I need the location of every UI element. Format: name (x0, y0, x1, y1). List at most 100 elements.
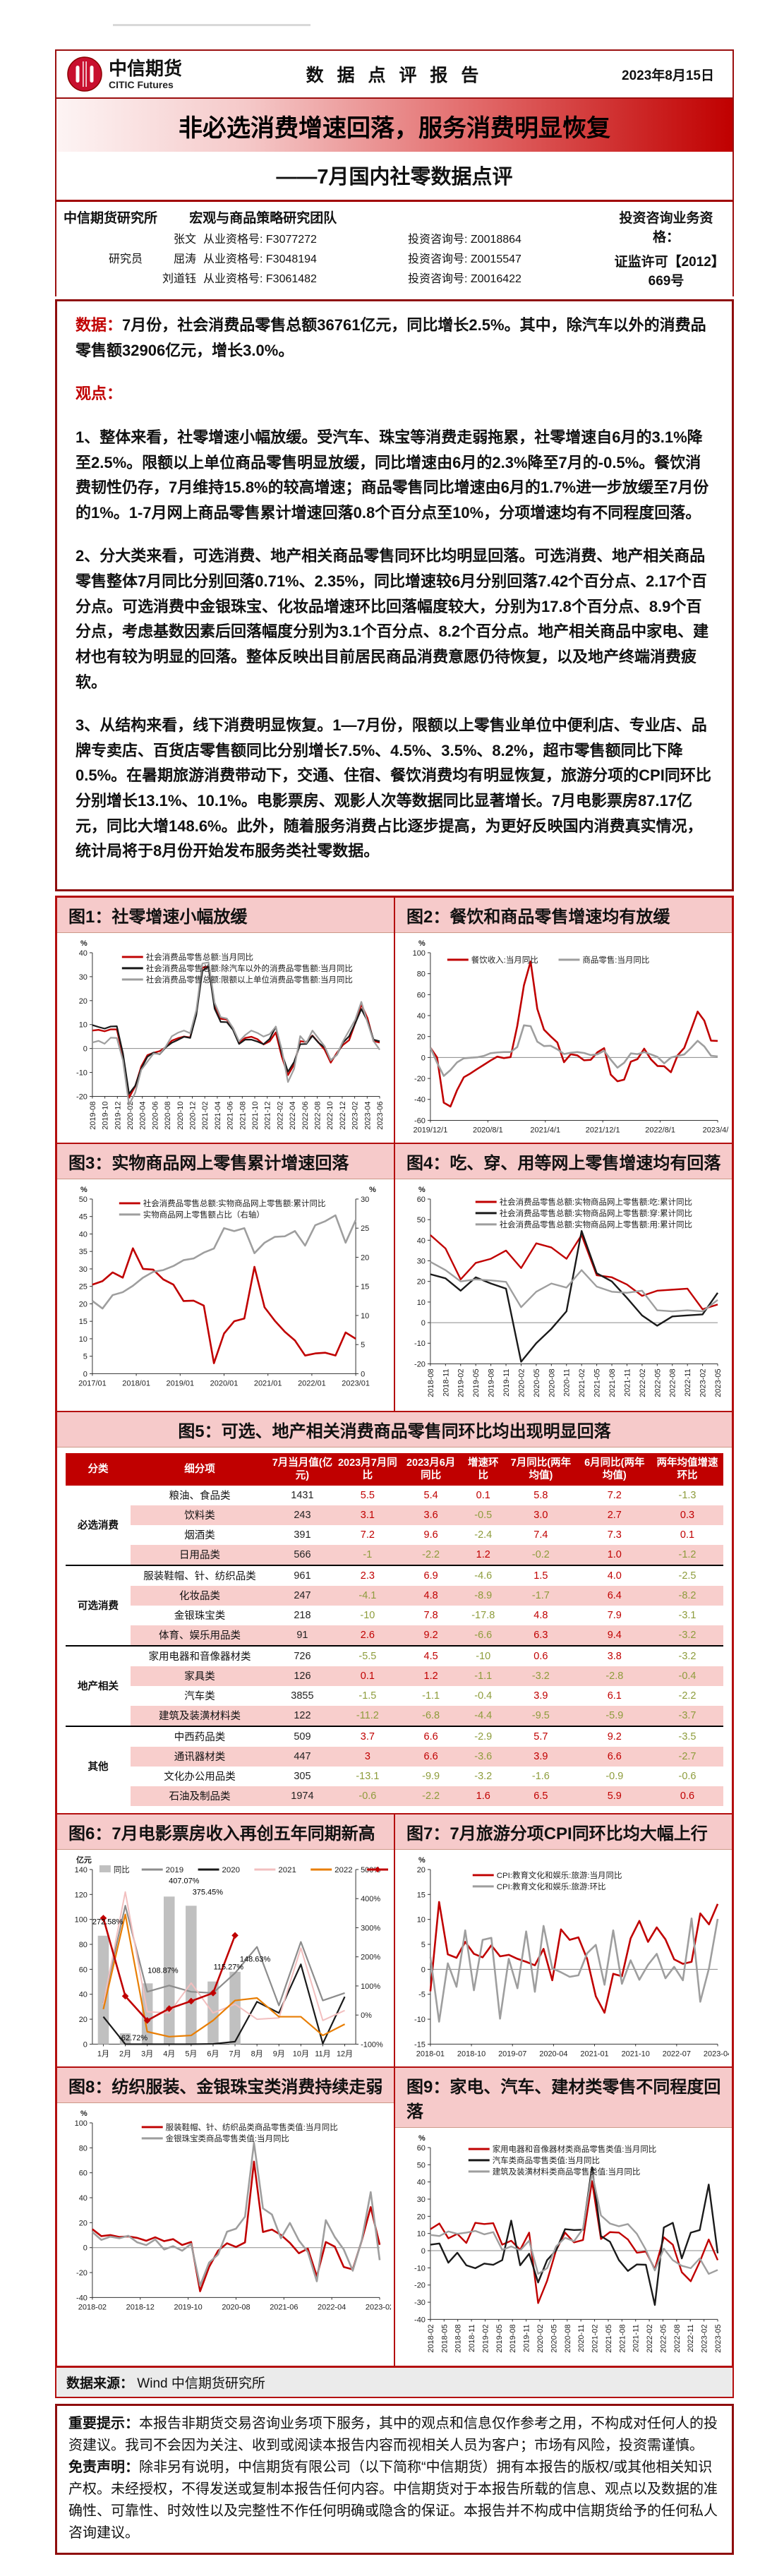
value-cell: 3.7 (336, 1726, 399, 1747)
svg-text:2021-10: 2021-10 (622, 2050, 650, 2058)
svg-text:2023/01: 2023/01 (342, 1380, 370, 1388)
subcategory-cell: 化妆品类 (131, 1586, 269, 1606)
value-cell: -11.2 (336, 1706, 399, 1726)
svg-text:2023-02: 2023-02 (699, 1369, 708, 1397)
svg-text:2022-10: 2022-10 (326, 1101, 334, 1129)
svg-text:-20: -20 (414, 1075, 426, 1083)
svg-text:2020-12: 2020-12 (189, 1101, 198, 1129)
svg-text:2019/01: 2019/01 (166, 1380, 194, 1388)
svg-text:2020-05: 2020-05 (550, 2325, 558, 2353)
svg-text:餐饮收入:当月同比: 餐饮收入:当月同比 (471, 955, 538, 965)
svg-text:2023-02: 2023-02 (366, 2304, 391, 2312)
table-col-header: 6月同比(两年均值) (578, 1453, 651, 1486)
data-source-text: Wind 中信期货研究所 (137, 2376, 265, 2391)
svg-text:100: 100 (75, 2119, 88, 2128)
svg-text:9月: 9月 (273, 2050, 285, 2058)
svg-text:2021-05: 2021-05 (593, 1369, 602, 1397)
value-cell: 9.6 (399, 1525, 462, 1545)
value-cell: 1974 (269, 1786, 336, 1806)
svg-text:25: 25 (79, 1283, 88, 1292)
svg-text:10: 10 (361, 1312, 369, 1320)
svg-text:2021-12: 2021-12 (264, 1101, 272, 1129)
figure-3-title: 图3：实物商品网上零售累计增速回落 (57, 1144, 394, 1179)
analyst-cert: 从业资格号: F3077272 (203, 229, 408, 246)
svg-text:2021-11: 2021-11 (623, 1369, 632, 1397)
svg-text:2022-06: 2022-06 (301, 1101, 310, 1129)
subcategory-cell: 石油及制品类 (131, 1786, 269, 1806)
svg-text:2022-02: 2022-02 (646, 2325, 654, 2353)
svg-text:服装鞋帽、针、纺织品类商品零售类值:当月同比: 服装鞋帽、针、纺织品类商品零售类值:当月同比 (166, 2122, 338, 2132)
value-cell: 6.9 (399, 1565, 462, 1586)
value-cell: -6.6 (462, 1625, 504, 1646)
svg-text:2022-11: 2022-11 (684, 1369, 692, 1397)
subcategory-cell: 日用品类 (131, 1545, 269, 1565)
svg-text:0: 0 (361, 1371, 365, 1379)
svg-text:2022: 2022 (334, 1866, 353, 1874)
svg-text:2018-10: 2018-10 (457, 2050, 486, 2058)
svg-text:-10: -10 (414, 1340, 426, 1349)
value-cell: -13.1 (336, 1767, 399, 1786)
viewpoint-2: 2、分大类来看，可选消费、地产相关商品零售同环比均明显回落。可选消费、地产相关商… (76, 543, 713, 694)
value-cell: 5.9 (578, 1786, 651, 1806)
value-cell: -10 (462, 1646, 504, 1666)
category-cell: 其他 (66, 1726, 131, 1806)
svg-text:2021-02: 2021-02 (591, 2325, 600, 2353)
value-cell: 6.3 (504, 1625, 577, 1646)
org-name: 中信期货研究所 (64, 211, 157, 226)
svg-text:5: 5 (361, 1341, 365, 1349)
value-cell: 0.1 (462, 1486, 504, 1505)
svg-text:5: 5 (421, 1941, 426, 1949)
value-cell: 126 (269, 1666, 336, 1686)
svg-text:2023-05: 2023-05 (714, 2325, 723, 2353)
analyst-name: 刘道钰 (148, 269, 203, 286)
svg-text:2019-11: 2019-11 (502, 1369, 511, 1397)
value-cell: 3.6 (399, 1505, 462, 1525)
svg-text:2019-08: 2019-08 (89, 1101, 97, 1129)
svg-text:35: 35 (79, 1248, 88, 1256)
value-cell: -9.9 (399, 1767, 462, 1786)
summary-box: 数据：7月份，社会消费品零售总额36761亿元，同比增长2.5%。其中，除汽车以… (55, 299, 734, 891)
svg-text:20: 20 (417, 1278, 426, 1287)
svg-text:15: 15 (79, 1318, 88, 1326)
svg-text:0: 0 (421, 2247, 426, 2256)
value-cell: -1 (336, 1545, 399, 1565)
svg-text:2021-08: 2021-08 (618, 2325, 627, 2353)
svg-text:2019/12/1: 2019/12/1 (414, 1126, 448, 1134)
svg-text:2019-11: 2019-11 (523, 2325, 531, 2352)
svg-text:2023-02: 2023-02 (701, 2325, 709, 2353)
svg-text:2020-06: 2020-06 (151, 1101, 159, 1129)
svg-text:同比: 同比 (114, 1865, 130, 1874)
value-cell: -0.6 (651, 1767, 723, 1786)
table-col-header: 2023月7月同比 (336, 1453, 399, 1486)
svg-text:108.87%: 108.87% (147, 1966, 179, 1975)
svg-text:-10: -10 (414, 2016, 426, 2024)
svg-text:2021/12/1: 2021/12/1 (586, 1126, 620, 1134)
svg-text:-20: -20 (414, 1361, 426, 1369)
value-cell: -4.6 (462, 1565, 504, 1586)
svg-text:40: 40 (79, 1231, 88, 1239)
value-cell: 509 (269, 1726, 336, 1747)
svg-text:2022-05: 2022-05 (659, 2325, 668, 2353)
value-cell: 1431 (269, 1486, 336, 1505)
svg-text:375.45%: 375.45% (193, 1888, 224, 1896)
value-cell: -5.5 (336, 1646, 399, 1666)
svg-text:200%: 200% (361, 1953, 380, 1961)
svg-text:2021-05: 2021-05 (605, 2325, 613, 2353)
svg-text:10: 10 (79, 1021, 88, 1030)
value-cell: -1.6 (504, 1767, 577, 1786)
subcategory-cell: 汽车类 (131, 1686, 269, 1706)
analyst-cert: 从业资格号: F3061482 (203, 269, 408, 286)
svg-text:2020-08: 2020-08 (222, 2304, 250, 2312)
value-cell: 218 (269, 1606, 336, 1625)
value-cell: -0.4 (462, 1686, 504, 1706)
svg-text:2017/01: 2017/01 (78, 1380, 107, 1388)
value-cell: 1.5 (504, 1565, 577, 1586)
subcategory-cell: 服装鞋帽、针、纺织品类 (131, 1565, 269, 1586)
svg-text:8月: 8月 (251, 2050, 263, 2058)
